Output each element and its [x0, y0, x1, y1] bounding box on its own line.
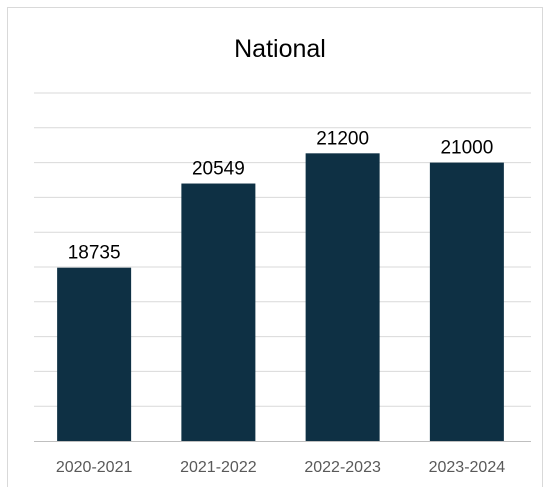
bar-2023-2024: [429, 162, 504, 441]
x-tick-label-2022-2023: 2022-2023: [304, 459, 381, 476]
bar-2022-2023: [305, 153, 380, 441]
x-tick-labels: 2020-2021 2021-2022 2022-2023 2023-2024: [56, 459, 505, 476]
x-tick-label-2020-2021: 2020-2021: [56, 459, 133, 476]
chart-title: National: [234, 35, 326, 63]
x-tick-label-2023-2024: 2023-2024: [429, 459, 506, 476]
data-label-2023-2024: 21000: [440, 138, 493, 159]
data-label-2020-2021: 18735: [68, 243, 121, 264]
x-tick-label-2021-2022: 2021-2022: [180, 459, 257, 476]
data-label-2021-2022: 20549: [192, 159, 245, 180]
bars: [57, 153, 504, 441]
data-label-2022-2023: 21200: [316, 128, 369, 149]
bar-2020-2021: [57, 267, 132, 441]
bar-2021-2022: [181, 183, 256, 441]
data-labels: 18735 20549 21200 21000: [68, 128, 494, 263]
